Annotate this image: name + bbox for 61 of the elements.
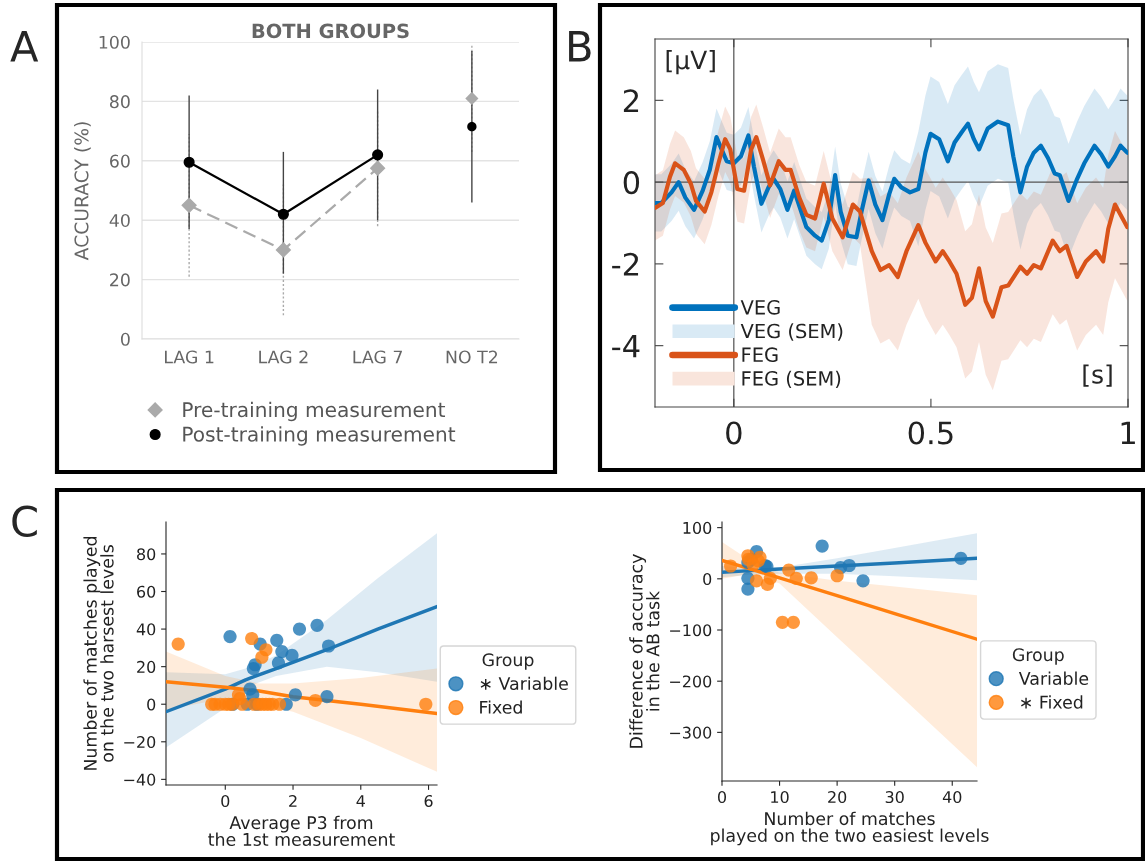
y-tick-label: 100 [99, 35, 130, 49]
legend-label: Post-training measurement [183, 426, 456, 446]
text: B [569, 31, 591, 62]
x-tick-label: 4 [356, 795, 365, 807]
x-tick-label: 40 [942, 791, 962, 804]
y-tick-label: −20 [124, 736, 156, 749]
x-axis-title: [s] [1083, 364, 1112, 387]
x-tick-label: 2 [289, 795, 297, 807]
legend-label: ∗ Variable [480, 676, 568, 691]
legend-label: FEG [742, 347, 778, 363]
legend-label: FEG (SEM) [742, 370, 841, 389]
y-tick-label: −100 [670, 624, 712, 637]
x-tick-label: 6 [424, 795, 433, 808]
y-axis-title: [μV] [666, 50, 715, 75]
y-tick-label: 40 [109, 213, 130, 228]
y-tick-label: -2 [612, 252, 639, 276]
x-tick-label: NO T2 [446, 350, 498, 364]
y-tick-label: 80 [137, 548, 156, 561]
x-axis-title: Average P3 from the 1st measurement [208, 815, 395, 846]
y-tick-label: 0 [703, 573, 712, 586]
x-tick-label: 10 [771, 791, 789, 804]
x-axis-title: Number of matches played on the two easiest levels [711, 811, 989, 846]
y-tick-label: 2 [623, 89, 639, 112]
x-tick-label: 20 [828, 791, 847, 804]
legend-title: Group [482, 653, 534, 670]
y-axis-title: Number of matches played on the two harsest levels [83, 537, 114, 770]
chart-title: BOTH GROUPS [252, 23, 409, 39]
y-tick-label: −40 [124, 773, 156, 786]
y-tick-label: -4 [612, 335, 640, 358]
x-tick-label: 30 [885, 791, 904, 804]
x-tick-label: 0.5 [908, 421, 953, 445]
y-tick-label: −300 [670, 726, 712, 739]
legend-label: ∗ Fixed [1020, 695, 1083, 709]
text: A [10, 31, 39, 62]
y-tick-label: 60 [110, 154, 130, 168]
x-tick-label: LAG 2 [259, 350, 308, 364]
x-tick-label: 0 [221, 795, 230, 808]
y-tick-label: 40 [136, 623, 156, 636]
y-tick-label: 60 [137, 585, 156, 598]
y-tick-label: 20 [137, 660, 156, 673]
legend-label: Pre-training measurement [183, 401, 446, 422]
y-tick-label: 0 [623, 171, 640, 195]
y-tick-label: 0 [147, 698, 156, 711]
legend-label: Variable [1018, 671, 1089, 686]
y-tick-label: 100 [683, 521, 712, 534]
y-tick-label: 20 [110, 273, 130, 287]
x-tick-label: 1 [1121, 421, 1135, 445]
x-tick-label: 0 [726, 421, 742, 445]
y-axis-title: Difference of accuracy in the AB task [629, 554, 660, 748]
x-tick-label: LAG 7 [353, 350, 402, 364]
legend-label: VEG [740, 299, 780, 315]
y-axis-title: ACCURACY (%) [74, 122, 91, 261]
y-tick-label: 0 [120, 332, 130, 346]
legend-label: VEG (SEM) [740, 323, 843, 341]
y-tick-label: −200 [670, 675, 712, 688]
legend-label: Fixed [480, 700, 522, 714]
x-tick-label: 0 [717, 791, 727, 804]
legend-title: Group [1012, 648, 1064, 665]
y-tick-label: 80 [109, 95, 130, 109]
text: C [12, 505, 37, 538]
x-tick-label: LAG 1 [165, 350, 214, 364]
